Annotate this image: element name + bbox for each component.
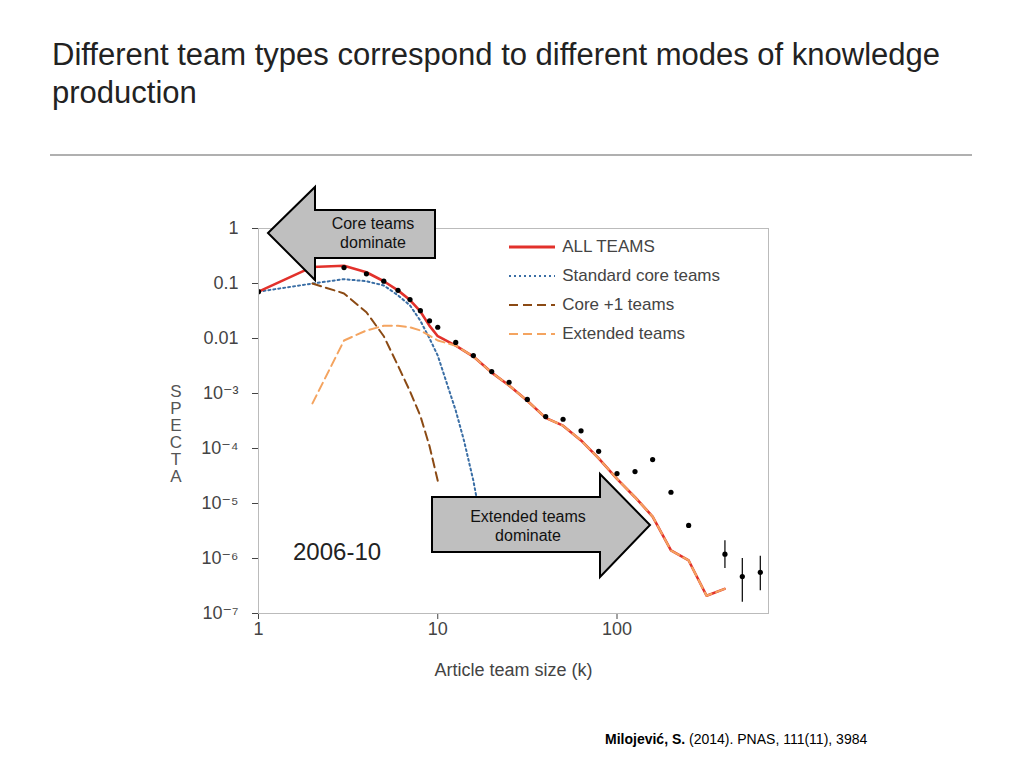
svg-text:10⁻⁵: 10⁻⁵ [202,493,239,513]
svg-text:dominate: dominate [340,234,406,251]
svg-text:1: 1 [228,218,238,238]
svg-text:Article team size (k): Article team size (k) [434,660,592,680]
svg-text:Core teams: Core teams [332,215,415,232]
svg-text:100: 100 [602,619,632,639]
html-text:Standard core teams: Standard core teams [562,265,720,285]
html-text:S: S [170,382,182,401]
svg-text:10⁻⁷: 10⁻⁷ [202,603,238,623]
html-text:Core +1 teams: Core +1 teams [562,294,675,314]
svg-text:10⁻⁶: 10⁻⁶ [202,548,239,568]
svg-text:dominate: dominate [495,527,561,544]
svg-text:Extended teams: Extended teams [470,508,586,525]
svg-text:10⁻⁴: 10⁻⁴ [201,438,238,458]
html-text:A: A [170,467,182,486]
html-text:Milojević, S. (2014). PNAS, 11: Milojević, S. (2014). PNAS, 111(11), 398… [605,731,868,747]
svg-text:0.1: 0.1 [213,273,238,293]
html-text:P: P [170,399,182,418]
svg-text:0.01: 0.01 [203,328,238,348]
html-text:Extended teams: Extended teams [562,323,685,343]
html-text:ALL TEAMS: ALL TEAMS [562,236,655,256]
svg-text:2006-10: 2006-10 [293,538,381,565]
html-text:T: T [170,450,182,469]
html-text:Different team types correspon: Different team types correspond to diffe… [52,37,940,110]
svg-text:10⁻³: 10⁻³ [203,383,239,403]
html-text:C: C [169,433,183,452]
html-text:E: E [170,416,182,435]
svg-text:10: 10 [428,619,448,639]
svg-text:1: 1 [253,619,263,639]
